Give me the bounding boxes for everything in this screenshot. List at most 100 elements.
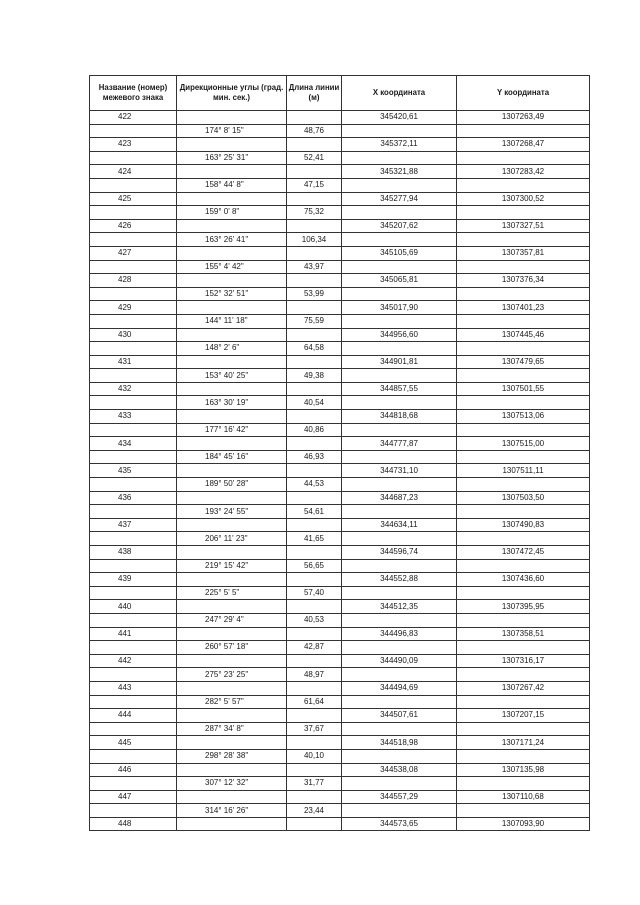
- x-coordinate: 345420,61: [341, 110, 457, 125]
- direction-angle: 163° 25' 31": [176, 150, 287, 166]
- length-cell: [286, 137, 342, 152]
- y-coordinate: 1307135,98: [456, 762, 590, 778]
- x-coordinate: 345017,90: [341, 300, 457, 315]
- segment-row: 163° 30' 19" 40,54: [89, 395, 590, 411]
- point-row: 438 344596,74 1307472,45: [89, 545, 590, 560]
- point-name: [89, 803, 177, 818]
- y-coordinate: 1307513,06: [456, 409, 590, 424]
- x-coordinate: 344490,09: [341, 653, 457, 669]
- point-name: [89, 286, 177, 302]
- y-coordinate: [456, 232, 590, 247]
- x-coordinate: 344818,68: [341, 409, 457, 424]
- segment-row: 155° 4' 42" 43,97: [89, 259, 590, 275]
- x-coordinate: 344557,29: [341, 789, 457, 805]
- point-name: [89, 694, 177, 710]
- line-length: 23,44: [286, 803, 342, 818]
- direction-angle: 163° 30' 19": [176, 395, 287, 411]
- y-coordinate: [456, 531, 590, 546]
- segment-row: 307° 12' 32" 31,77: [89, 776, 590, 791]
- line-length: 43,97: [286, 259, 342, 275]
- point-row: 432 344857,55 1307501,55: [89, 381, 590, 397]
- y-coordinate: [456, 177, 590, 193]
- direction-angle: 184° 45' 16": [176, 449, 287, 465]
- point-name: [89, 531, 177, 546]
- length-cell: [286, 409, 342, 424]
- length-cell: [286, 273, 342, 288]
- boundary-coordinates-table: Название (номер) межевого знака Дирекцио…: [89, 75, 590, 832]
- x-coordinate: [341, 449, 457, 465]
- point-name: 429: [89, 300, 177, 315]
- y-coordinate: [456, 395, 590, 411]
- x-coordinate: 344512,35: [341, 599, 457, 614]
- point-name: [89, 776, 177, 791]
- angle-cell: [176, 409, 287, 424]
- segment-row: 193° 24' 55" 54,61: [89, 504, 590, 519]
- line-length: 44,53: [286, 477, 342, 492]
- x-coordinate: [341, 803, 457, 818]
- angle-cell: [176, 463, 287, 479]
- y-coordinate: 1307358,51: [456, 626, 590, 642]
- y-coordinate: [456, 286, 590, 302]
- direction-angle: 314° 16' 26": [176, 803, 287, 818]
- x-coordinate: 344538,08: [341, 762, 457, 778]
- direction-angle: 275° 23' 25": [176, 667, 287, 682]
- point-row: 429 345017,90 1307401,23: [89, 300, 590, 315]
- direction-angle: 174° 8' 15": [176, 123, 287, 139]
- direction-angle: 159° 0' 8": [176, 205, 287, 220]
- direction-angle: 153° 40' 25": [176, 368, 287, 383]
- y-coordinate: [456, 640, 590, 655]
- y-coordinate: 1307401,23: [456, 300, 590, 315]
- point-row: 444 344507,61 1307207,15: [89, 708, 590, 723]
- point-name: 434: [89, 436, 177, 451]
- point-name: 446: [89, 762, 177, 778]
- length-cell: [286, 680, 342, 696]
- point-name: [89, 667, 177, 682]
- point-name: 426: [89, 218, 177, 234]
- length-cell: [286, 789, 342, 805]
- segment-row: 225° 5' 5" 57,40: [89, 585, 590, 601]
- point-name: [89, 177, 177, 193]
- y-coordinate: [456, 721, 590, 737]
- point-name: 441: [89, 626, 177, 642]
- length-cell: [286, 110, 342, 125]
- point-name: [89, 721, 177, 737]
- direction-angle: 307° 12' 32": [176, 776, 287, 791]
- y-coordinate: [456, 585, 590, 601]
- point-name: 445: [89, 735, 177, 750]
- y-coordinate: [456, 748, 590, 764]
- y-coordinate: 1307171,24: [456, 735, 590, 750]
- line-length: 48,97: [286, 667, 342, 682]
- line-length: 56,65: [286, 558, 342, 574]
- segment-row: 275° 23' 25" 48,97: [89, 667, 590, 682]
- angle-cell: [176, 545, 287, 560]
- direction-angle: 225° 5' 5": [176, 585, 287, 601]
- x-coordinate: [341, 177, 457, 193]
- x-coordinate: [341, 313, 457, 329]
- y-coordinate: 1307207,15: [456, 708, 590, 723]
- y-coordinate: 1307515,00: [456, 436, 590, 451]
- y-coordinate: [456, 341, 590, 356]
- segment-row: 206° 11' 23" 41,65: [89, 531, 590, 546]
- x-coordinate: 344573,65: [341, 816, 457, 832]
- line-length: 40,86: [286, 422, 342, 438]
- x-coordinate: [341, 259, 457, 275]
- x-coordinate: [341, 667, 457, 682]
- direction-angle: 177° 16' 42": [176, 422, 287, 438]
- x-coordinate: 344901,81: [341, 354, 457, 370]
- x-coordinate: [341, 123, 457, 139]
- point-name: [89, 640, 177, 655]
- x-coordinate: [341, 422, 457, 438]
- point-row: 428 345065,81 1307376,34: [89, 273, 590, 288]
- point-name: [89, 368, 177, 383]
- direction-angle: 206° 11' 23": [176, 531, 287, 546]
- y-coordinate: 1307357,81: [456, 245, 590, 261]
- point-row: 427 345105,69 1307357,81: [89, 245, 590, 261]
- line-length: 52,41: [286, 150, 342, 166]
- x-coordinate: [341, 694, 457, 710]
- point-row: 437 344634,11 1307490,83: [89, 517, 590, 533]
- x-coordinate: 344857,55: [341, 381, 457, 397]
- line-length: 47,15: [286, 177, 342, 193]
- y-coordinate: 1307395,95: [456, 599, 590, 614]
- segment-row: 163° 26' 41" 106,34: [89, 232, 590, 247]
- angle-cell: [176, 517, 287, 533]
